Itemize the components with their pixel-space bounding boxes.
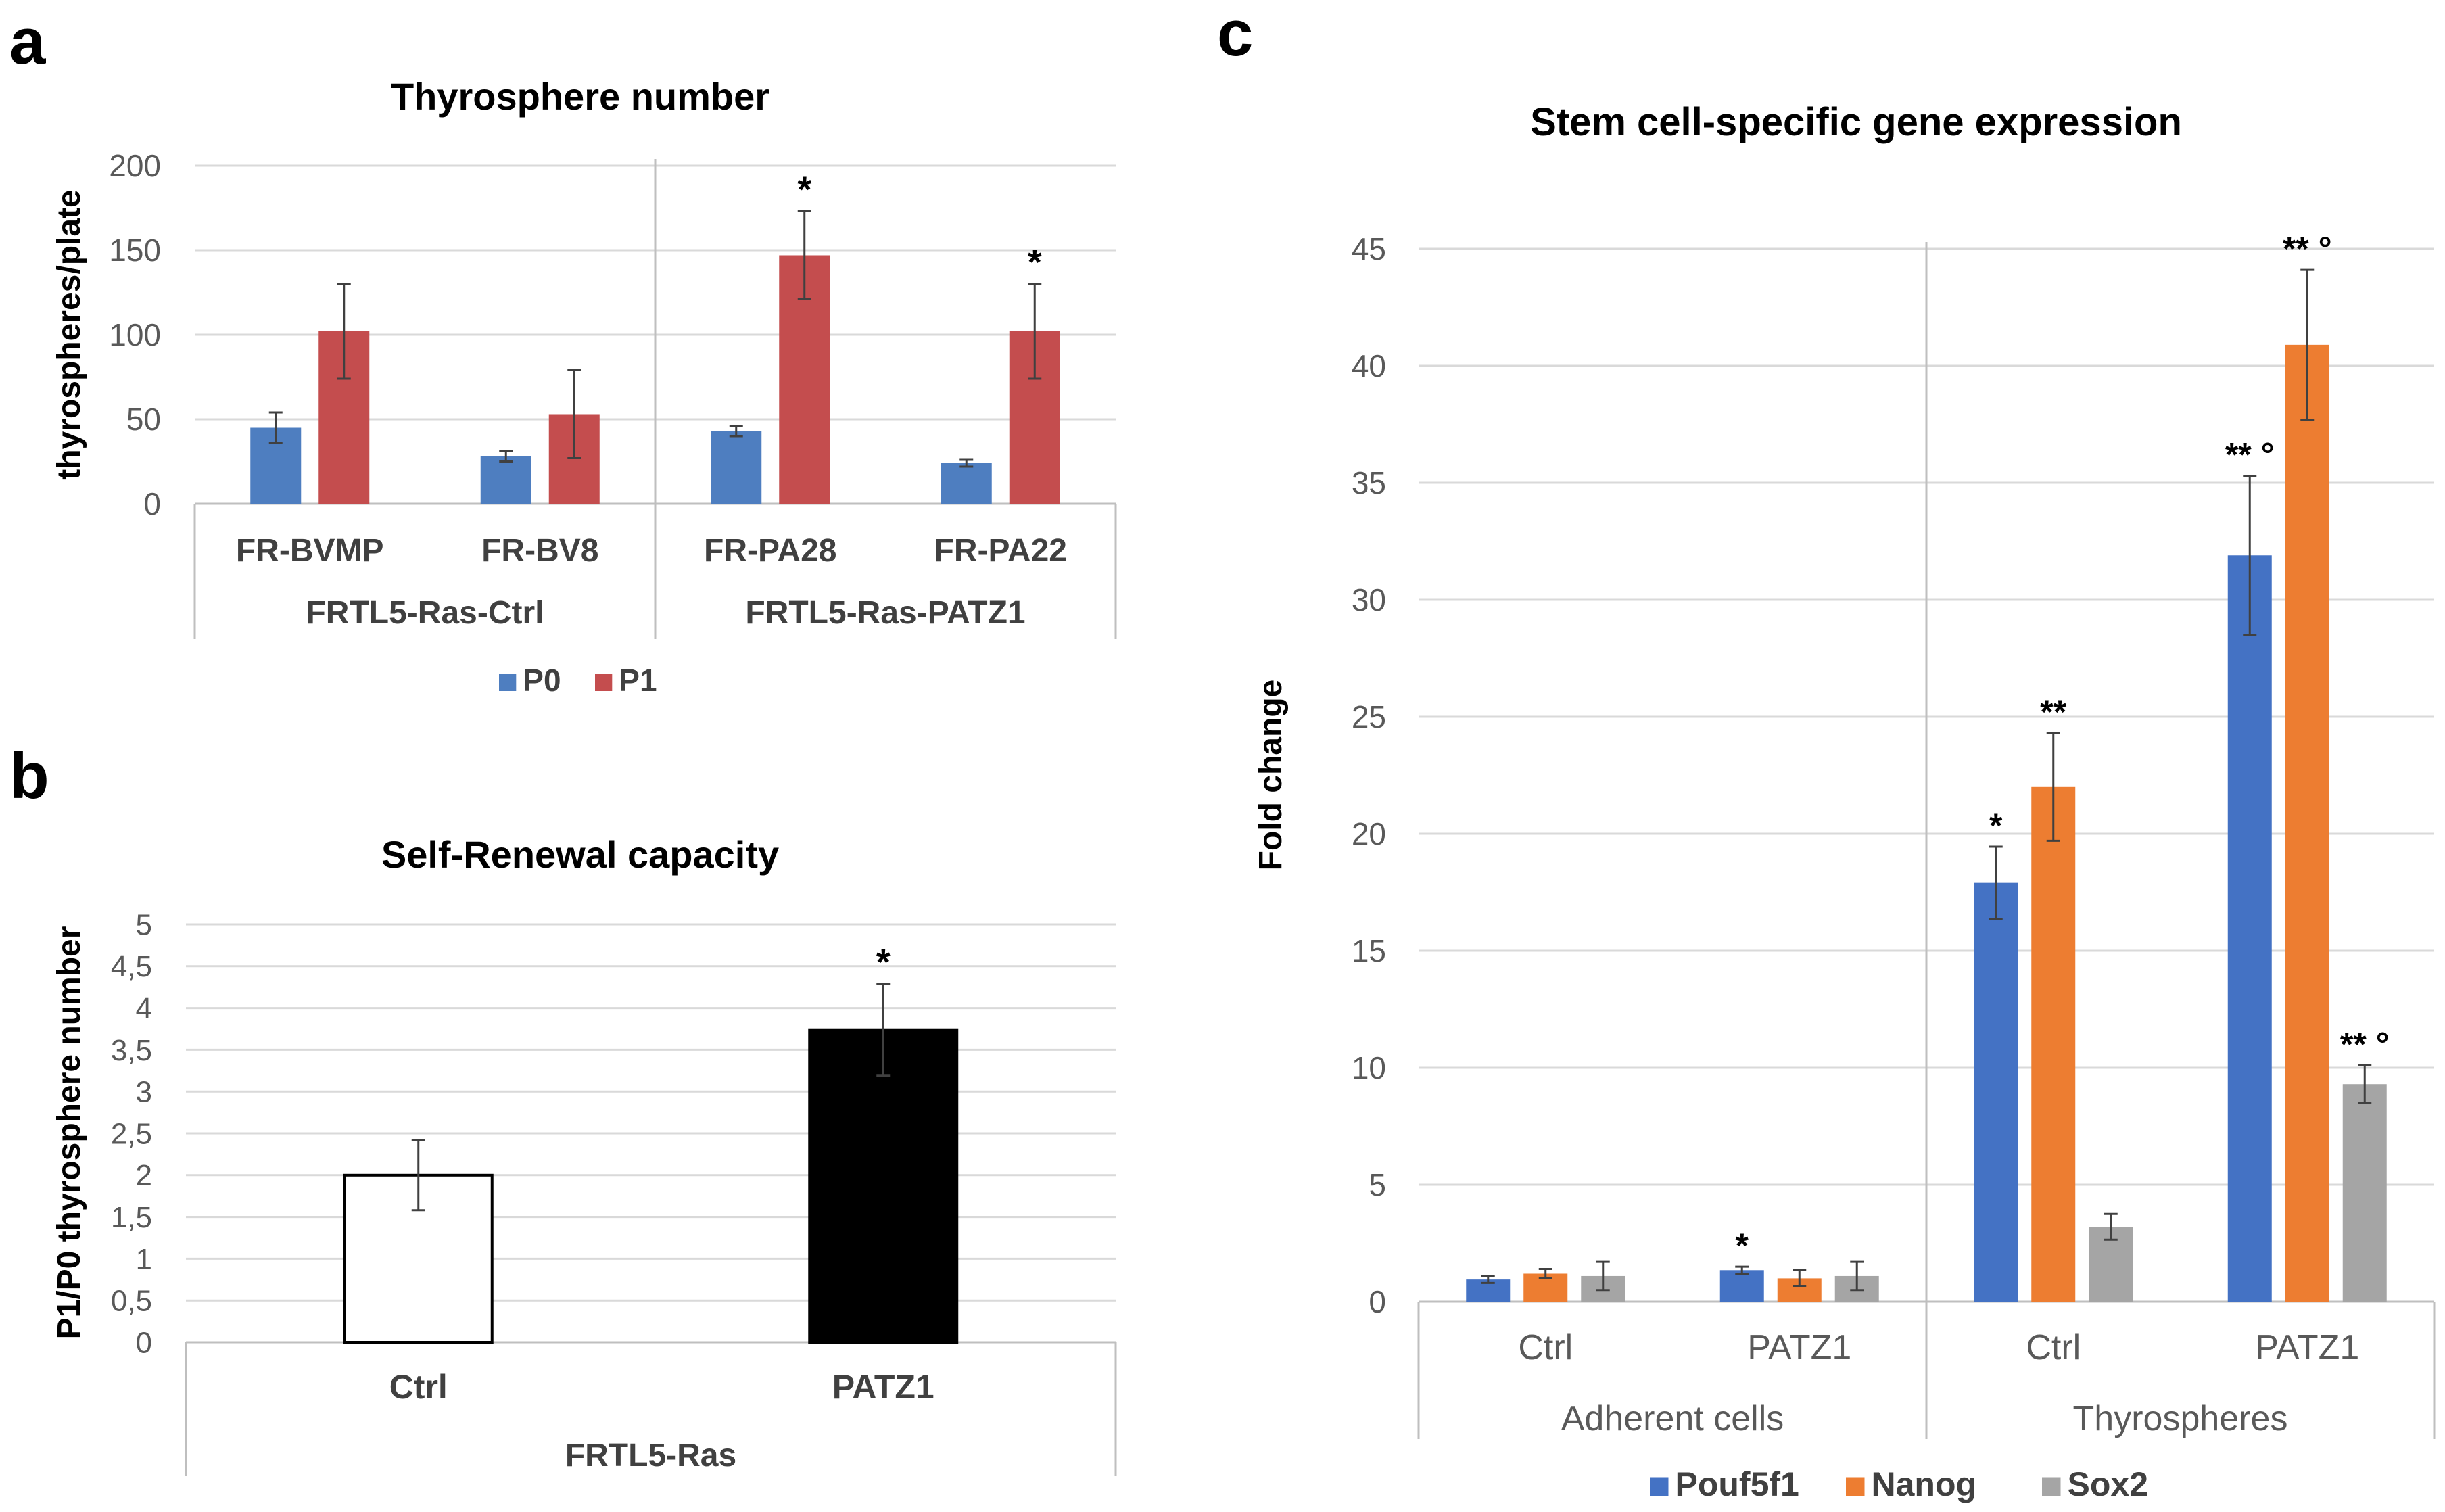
panel-letter-b: b <box>9 740 49 812</box>
x-tick-label: PATZ1 <box>2255 1328 2359 1367</box>
x-tick-label: FR-PA28 <box>704 533 836 569</box>
x-tick-label: FR-PA22 <box>934 533 1067 569</box>
legend-label: P1 <box>619 663 657 698</box>
y-tick-label: 0 <box>143 486 161 521</box>
bar <box>941 463 992 504</box>
panel-letter-c: c <box>1217 0 1253 70</box>
legend-label: Sox2 <box>2068 1465 2149 1503</box>
y-tick-label: 150 <box>109 233 161 268</box>
bar <box>1974 882 2018 1302</box>
y-tick-label: 4,5 <box>111 950 152 983</box>
group-label: Adherent cells <box>1561 1399 1784 1438</box>
y-tick-label: 20 <box>1352 816 1386 851</box>
chart-title: Stem cell-specific gene expression <box>1530 100 2182 144</box>
y-tick-label: 4 <box>136 992 152 1025</box>
legend-swatch <box>1846 1477 1865 1496</box>
y-tick-label: 3,5 <box>111 1034 152 1067</box>
significance-marker: * <box>1028 242 1042 283</box>
x-tick-label: Ctrl <box>2026 1328 2081 1367</box>
group-label: FRTL5-Ras <box>565 1438 736 1473</box>
legend-label: Pouf5f1 <box>1676 1465 1799 1503</box>
y-tick-label: 1 <box>136 1243 152 1276</box>
y-tick-label: 45 <box>1352 231 1386 266</box>
y-tick-label: 15 <box>1352 933 1386 968</box>
x-tick-label: Ctrl <box>389 1368 448 1406</box>
y-tick-label: 35 <box>1352 465 1386 500</box>
significance-marker: * <box>876 942 891 983</box>
significance-marker: * <box>1736 1227 1749 1265</box>
y-tick-label: 200 <box>109 148 161 183</box>
y-tick-label: 5 <box>136 908 152 941</box>
chart-stem-cell-gene-expression: Stem cell-specific gene expression Fold c… <box>1253 100 2436 1503</box>
y-tick-label: 2,5 <box>111 1117 152 1150</box>
y-tick-label: 30 <box>1352 582 1386 617</box>
significance-marker: * <box>797 170 811 210</box>
bar <box>2227 555 2272 1302</box>
significance-marker: ** ° <box>2283 230 2332 268</box>
chart-title: Self-Renewal capacity <box>381 833 779 876</box>
legend-swatch <box>1650 1477 1669 1496</box>
legend-swatch <box>595 674 613 691</box>
x-tick-label: FR-BV8 <box>481 533 598 569</box>
bar <box>2285 344 2329 1302</box>
y-tick-label: 0 <box>1369 1284 1386 1319</box>
y-tick-label: 10 <box>1352 1050 1386 1085</box>
significance-marker: ** <box>2040 693 2066 731</box>
bar <box>2342 1084 2387 1302</box>
legend-label: P0 <box>523 663 561 698</box>
bar <box>2031 786 2076 1302</box>
y-tick-label: 0 <box>136 1326 152 1359</box>
x-tick-label: PATZ1 <box>1747 1328 1851 1367</box>
y-tick-label: 40 <box>1352 348 1386 383</box>
y-axis-label: P1/P0 thyrosphere number <box>51 926 87 1340</box>
x-tick-label: FR-BVMP <box>236 533 384 569</box>
chart-title: Thyrosphere number <box>391 75 769 118</box>
bar <box>480 456 531 504</box>
bar <box>1719 1270 1764 1302</box>
x-tick-label: PATZ1 <box>832 1368 934 1406</box>
significance-marker: * <box>1989 807 2003 845</box>
significance-marker: ** ° <box>2225 436 2275 474</box>
group-label: FRTL5-Ras-PATZ1 <box>745 595 1025 631</box>
chart-self-renewal-capacity: Self-Renewal capacity P1/P0 thyrosphere n… <box>51 833 1117 1476</box>
y-axis-label: Fold change <box>1253 680 1289 871</box>
y-tick-label: 0,5 <box>111 1285 152 1318</box>
bar <box>711 431 762 504</box>
y-tick-label: 25 <box>1352 699 1386 734</box>
y-tick-label: 100 <box>109 317 161 352</box>
legend-label: Nanog <box>1872 1465 1977 1503</box>
legend-swatch <box>499 674 517 691</box>
x-tick-label: Ctrl <box>1518 1328 1573 1367</box>
y-axis-label: thyrospheres/plate <box>51 189 87 479</box>
legend-swatch <box>2042 1477 2061 1496</box>
chart-thyrosphere-number: Thyrosphere number thyrospheres/plate 0 50 1… <box>51 75 1117 698</box>
y-tick-label: 2 <box>136 1159 152 1192</box>
y-tick-label: 5 <box>1369 1167 1386 1202</box>
bar <box>808 1028 959 1344</box>
y-tick-label: 50 <box>126 402 161 437</box>
group-label: FRTL5-Ras-Ctrl <box>306 595 544 631</box>
panel-letter-a: a <box>9 5 46 78</box>
group-label: Thyrospheres <box>2073 1399 2288 1438</box>
y-tick-label: 3 <box>136 1076 152 1109</box>
y-tick-label: 1,5 <box>111 1201 152 1234</box>
significance-marker: ** ° <box>2340 1026 2390 1064</box>
